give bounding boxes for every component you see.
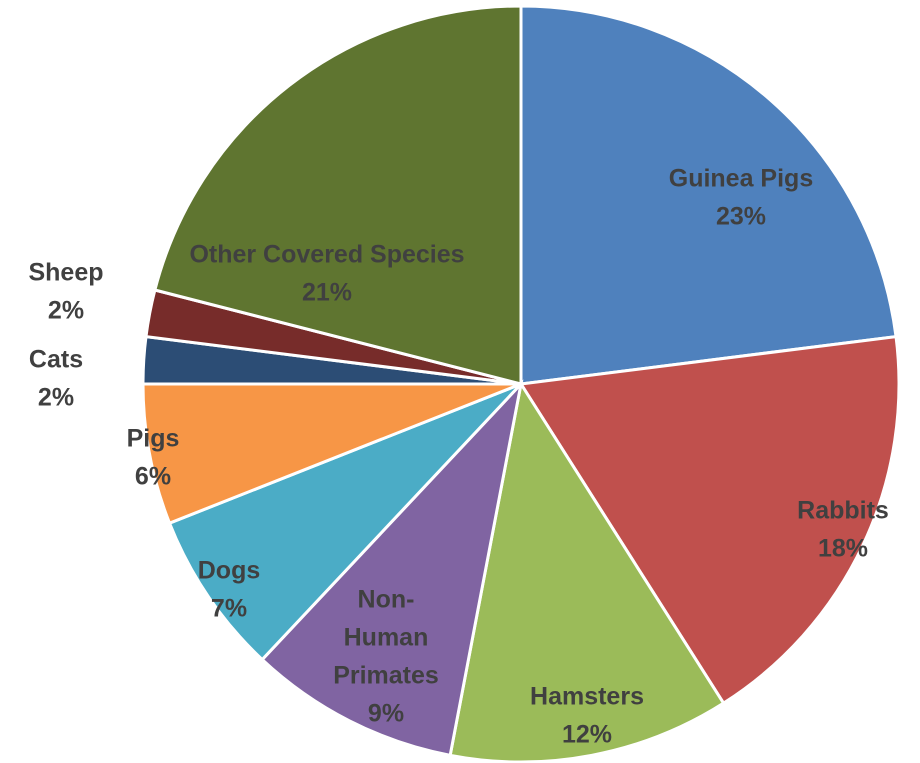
slice-name: Cats — [29, 346, 83, 374]
slice-name: Pigs — [127, 425, 180, 453]
slice-label-sheep: Sheep 2% — [28, 259, 103, 325]
slice-label-guinea-pigs: Guinea Pigs 23% — [669, 165, 813, 231]
slice-label-pigs: Pigs 6% — [127, 425, 180, 491]
slice-label-hamsters: Hamsters 12% — [530, 683, 644, 749]
pie-labels: Guinea Pigs 23% Rabbits 18% Hamsters 12% Non- H… — [28, 165, 888, 749]
slice-name: Sheep — [28, 259, 103, 287]
pie-slice-non-human-primates — [260, 379, 524, 758]
pie-slice-dogs — [167, 382, 523, 662]
pie-slice-other-covered-species — [153, 4, 523, 386]
slice-name: Guinea Pigs — [669, 165, 813, 193]
slice-percent: 21% — [302, 279, 352, 307]
slice-name: Hamsters — [530, 683, 644, 711]
slice-name: Other Covered Species — [189, 241, 464, 269]
pie-slice-pigs — [141, 382, 522, 526]
slice-percent: 23% — [716, 203, 766, 231]
pie-slice-rabbits — [518, 334, 901, 706]
pie-slice-guinea-pigs — [519, 4, 898, 386]
slice-label-rabbits: Rabbits 18% — [797, 497, 889, 563]
slice-percent: 2% — [38, 384, 74, 412]
slice-percent: 18% — [818, 535, 868, 563]
slice-name: Human — [344, 624, 429, 652]
slice-percent: 6% — [135, 463, 171, 491]
slice-name: Non- — [358, 586, 415, 614]
slice-label-non-human-primates: Non- Human Primates 9% — [333, 586, 439, 728]
slice-label-other-covered-species: Other Covered Species 21% — [189, 241, 464, 307]
slice-percent: 12% — [562, 721, 612, 749]
slice-percent: 2% — [48, 297, 84, 325]
slice-name: Dogs — [198, 557, 261, 585]
pie-slice-hamsters — [448, 379, 726, 763]
slice-name: Rabbits — [797, 497, 889, 525]
slice-percent: 7% — [211, 595, 247, 623]
pie-slices — [141, 4, 901, 763]
slice-percent: 9% — [368, 700, 404, 728]
slice-label-dogs: Dogs 7% — [198, 557, 261, 623]
slice-label-cats: Cats 2% — [29, 346, 83, 412]
slice-name: Primates — [333, 662, 439, 690]
